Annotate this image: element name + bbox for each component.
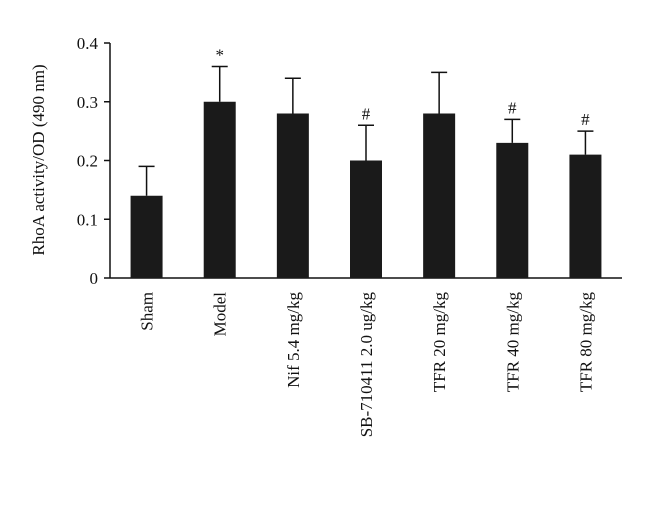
x-tick-label: Nif 5.4 mg/kg — [284, 292, 303, 388]
y-tick-label: 0.1 — [77, 210, 98, 229]
x-tick-label: TFR 40 mg/kg — [503, 292, 522, 393]
bar — [569, 154, 602, 278]
annotation: # — [581, 110, 590, 129]
bar — [423, 113, 456, 278]
y-tick-label: 0.4 — [77, 34, 99, 53]
y-tick-label: 0 — [90, 269, 99, 288]
bar — [203, 101, 236, 278]
annotation: # — [508, 98, 517, 117]
annotation: * — [215, 46, 224, 65]
x-tick-label: TFR 80 mg/kg — [576, 292, 595, 393]
x-tick-label: Model — [211, 292, 230, 337]
y-axis-label: RhoA activity/OD (490 nm) — [29, 64, 48, 255]
bar — [276, 113, 309, 278]
x-tick-label: Sham — [138, 292, 157, 331]
bar — [350, 160, 382, 278]
bar — [130, 195, 163, 278]
y-tick-label: 0.3 — [77, 93, 98, 112]
x-tick-label: TFR 20 mg/kg — [430, 292, 449, 393]
y-tick-label: 0.2 — [77, 152, 98, 171]
annotation: # — [362, 104, 371, 123]
bar — [496, 142, 529, 278]
x-tick-label: SB-710411 2.0 ug/kg — [357, 292, 376, 438]
